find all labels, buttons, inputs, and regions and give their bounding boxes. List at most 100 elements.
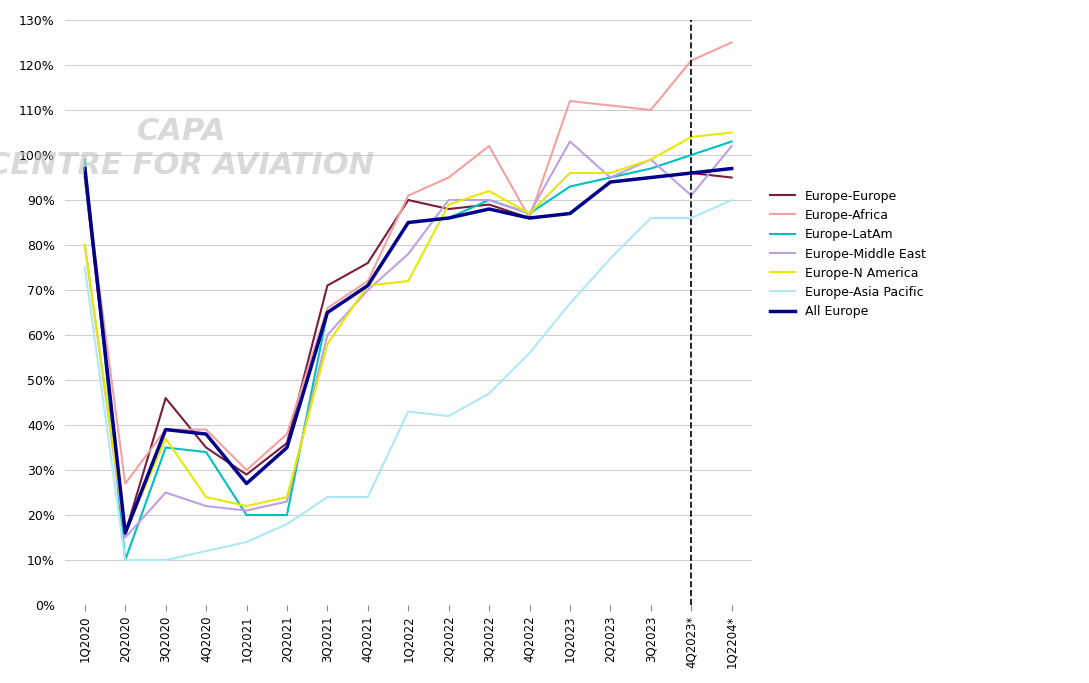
Europe-Asia Pacific [78,264,91,272]
All Europe [603,178,616,186]
Europe-Africa [645,106,658,114]
Europe-Middle East [645,156,658,164]
Europe-LatAm [159,443,172,451]
Europe-LatAm [199,448,212,456]
Europe-Asia Pacific [199,547,212,555]
Europe-Europe [523,214,536,222]
Europe-N America [402,277,415,285]
Europe-Middle East [482,196,495,204]
Europe-Middle East [280,497,293,505]
Europe-N America [685,133,698,141]
Europe-N America [523,210,536,218]
Europe-Europe [725,173,738,182]
Europe-Africa [280,430,293,438]
Line: Europe-Africa: Europe-Africa [85,42,732,484]
Europe-Middle East [402,250,415,258]
Europe-Asia Pacific [240,538,253,546]
Europe-Europe [199,443,212,451]
Europe-Europe [280,439,293,447]
Line: Europe-N America: Europe-N America [85,133,732,533]
Europe-Europe [159,394,172,402]
All Europe [321,309,334,317]
Europe-Asia Pacific [362,493,375,501]
All Europe [78,165,91,173]
All Europe [159,426,172,434]
Europe-Asia Pacific [725,196,738,204]
All Europe [442,214,455,222]
Europe-LatAm [725,137,738,145]
Europe-Europe [402,196,415,204]
Europe-Middle East [240,507,253,515]
Europe-Europe [362,259,375,267]
Europe-N America [442,200,455,208]
All Europe [362,281,375,290]
Europe-Europe [442,205,455,213]
All Europe [280,443,293,451]
Europe-Africa [78,173,91,182]
All Europe [199,430,212,438]
Europe-Middle East [321,331,334,339]
Europe-Asia Pacific [482,389,495,398]
Europe-N America [362,281,375,290]
Line: Europe-LatAm: Europe-LatAm [85,141,732,560]
Europe-Europe [645,173,658,182]
Europe-Africa [119,479,132,488]
Europe-Asia Pacific [159,556,172,564]
Europe-N America [240,502,253,510]
Europe-Middle East [442,196,455,204]
All Europe [482,205,495,213]
Europe-Middle East [523,210,536,218]
Europe-Africa [362,277,375,285]
Europe-Africa [402,191,415,199]
Europe-Middle East [78,241,91,249]
All Europe [240,479,253,488]
Europe-Middle East [199,502,212,510]
Europe-LatAm [603,173,616,182]
Europe-Europe [240,471,253,479]
Europe-LatAm [119,556,132,564]
Europe-Middle East [563,137,576,145]
Europe-LatAm [402,219,415,227]
Europe-Africa [685,57,698,65]
Europe-N America [725,128,738,137]
Line: Europe-Asia Pacific: Europe-Asia Pacific [85,200,732,560]
Europe-Asia Pacific [645,214,658,222]
All Europe [523,214,536,222]
Europe-LatAm [280,511,293,519]
Europe-Europe [603,178,616,186]
All Europe [725,165,738,173]
Europe-Africa [321,304,334,312]
Europe-Middle East [603,173,616,182]
Europe-Asia Pacific [442,412,455,420]
Europe-LatAm [362,281,375,290]
All Europe [119,529,132,537]
Europe-N America [482,187,495,195]
Europe-Europe [482,200,495,208]
Europe-Africa [523,214,536,222]
Line: All Europe: All Europe [85,169,732,533]
Text: CAPA
CENTRE FOR AVIATION: CAPA CENTRE FOR AVIATION [0,117,375,180]
Europe-Middle East [725,142,738,150]
Europe-Europe [563,210,576,218]
Europe-Africa [442,173,455,182]
Europe-LatAm [523,210,536,218]
All Europe [563,210,576,218]
Europe-LatAm [240,511,253,519]
Europe-Middle East [685,191,698,199]
Europe-Africa [240,466,253,474]
Europe-LatAm [482,196,495,204]
Europe-N America [78,241,91,249]
Europe-Europe [321,281,334,290]
Europe-LatAm [563,182,576,191]
Europe-LatAm [442,214,455,222]
Europe-N America [321,340,334,348]
Europe-Europe [78,173,91,182]
Europe-Middle East [159,488,172,497]
Europe-Asia Pacific [685,214,698,222]
Europe-LatAm [321,309,334,317]
Line: Europe-Europe: Europe-Europe [85,173,732,533]
Europe-Asia Pacific [603,255,616,263]
All Europe [645,173,658,182]
Europe-Africa [603,101,616,109]
Europe-N America [603,169,616,177]
